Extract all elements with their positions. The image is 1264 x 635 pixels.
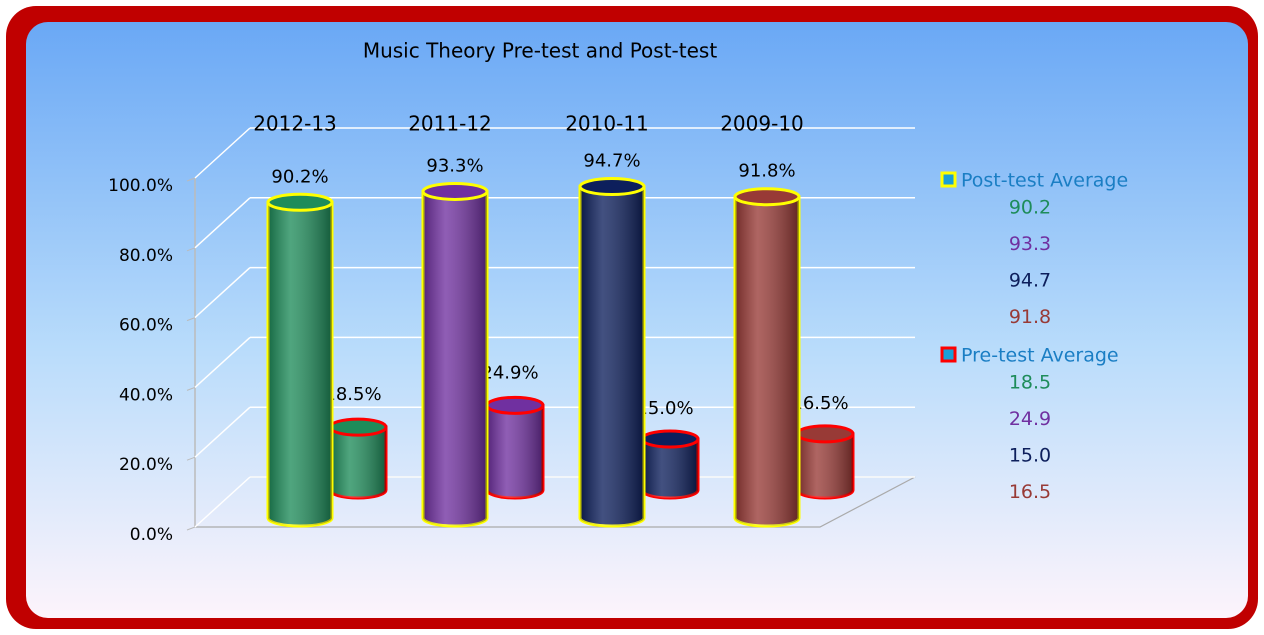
- legend-label: Post-test Average: [961, 170, 1128, 192]
- y-tick-label: 60.0%: [119, 316, 173, 336]
- x-tick-label: 2012-13: [253, 112, 337, 136]
- bar-top: [328, 417, 388, 437]
- grid-line: [194, 406, 251, 458]
- x-tick-label: 2009-10: [720, 112, 804, 136]
- legend-value: 93.3: [1009, 233, 1051, 255]
- x-tick-label: 2010-11: [565, 112, 649, 136]
- legend-value: 15.0: [1009, 445, 1051, 467]
- y-tick-label: 0.0%: [130, 525, 173, 545]
- legend-value: 16.5: [1009, 481, 1051, 503]
- bar-shade: [797, 433, 853, 498]
- data-label: 18.5%: [324, 384, 381, 405]
- legend-value: 94.7: [1009, 270, 1051, 292]
- bar-top: [733, 187, 801, 207]
- bar-shade: [487, 405, 543, 498]
- y-tick-label: 40.0%: [119, 385, 173, 405]
- bar-top: [795, 424, 855, 444]
- data-label: 15.0%: [636, 398, 693, 419]
- grid-line: [194, 267, 251, 319]
- y-tick: [186, 247, 196, 252]
- bar-shade: [735, 196, 799, 526]
- legend-value: 91.8: [1009, 306, 1051, 328]
- data-label: 91.8%: [738, 161, 795, 182]
- data-label: 94.7%: [583, 151, 640, 172]
- bar-shade: [423, 191, 487, 526]
- bar-shade: [642, 439, 698, 498]
- bar-shade: [268, 202, 332, 527]
- bar-top: [421, 181, 489, 201]
- data-label: 24.9%: [481, 362, 538, 383]
- bar-top: [485, 395, 545, 415]
- legend-value: 24.9: [1009, 408, 1051, 430]
- bar-shade: [580, 186, 644, 527]
- data-label: 93.3%: [426, 155, 483, 176]
- bar-top: [266, 192, 334, 212]
- y-tick: [186, 526, 196, 531]
- grid-line: [194, 476, 251, 528]
- grid-line: [194, 336, 251, 388]
- bar-top: [640, 429, 700, 449]
- x-tick-label: 2011-12: [408, 112, 492, 136]
- y-tick-label: 80.0%: [119, 246, 173, 266]
- y-tick-label: 100.0%: [108, 176, 173, 196]
- bar-top: [578, 177, 646, 197]
- y-tick: [186, 177, 196, 182]
- chart-title: Music Theory Pre-test and Post-test: [363, 39, 718, 63]
- legend-value: 18.5: [1009, 372, 1051, 394]
- grid-line: [194, 197, 251, 249]
- bar-shade: [330, 427, 386, 498]
- legend-marker: [940, 346, 957, 363]
- legend-label: Pre-test Average: [961, 345, 1119, 367]
- data-label: 90.2%: [271, 166, 328, 187]
- grid-line: [194, 127, 251, 179]
- data-label: 16.5%: [791, 393, 848, 414]
- legend-marker: [940, 171, 957, 188]
- y-tick: [186, 317, 196, 322]
- y-tick: [186, 386, 196, 391]
- y-tick-label: 20.0%: [119, 455, 173, 475]
- legend-value: 90.2: [1009, 197, 1051, 219]
- y-tick: [186, 456, 196, 461]
